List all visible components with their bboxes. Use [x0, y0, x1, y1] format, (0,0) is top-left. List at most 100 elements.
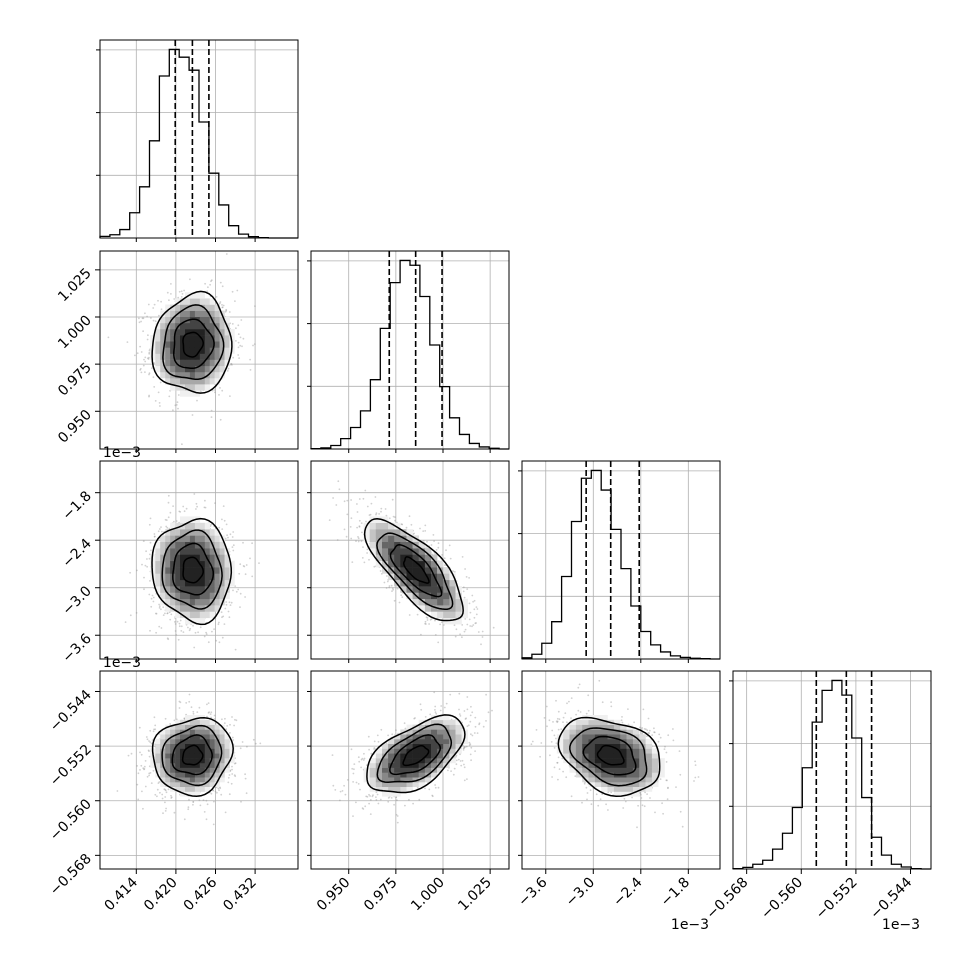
sample-point	[234, 648, 237, 651]
sample-point	[229, 395, 231, 397]
sample-point	[207, 641, 210, 644]
density-cell	[175, 384, 181, 391]
sample-point	[148, 755, 151, 758]
density-cell	[180, 365, 186, 373]
sample-point	[455, 628, 458, 631]
sample-point	[206, 715, 208, 718]
density-cell	[194, 586, 201, 593]
sample-point	[191, 414, 194, 416]
density-cell	[199, 335, 205, 342]
sample-point	[140, 764, 143, 767]
density-cell	[204, 567, 210, 574]
density-cell	[214, 573, 220, 581]
sample-point	[224, 717, 226, 720]
density-cell	[170, 598, 176, 606]
sample-point	[172, 505, 175, 507]
density-cell	[209, 359, 215, 367]
sample-point	[205, 799, 208, 802]
sample-point	[192, 803, 194, 806]
sample-point	[210, 792, 213, 795]
sample-point	[146, 357, 149, 360]
density-cell	[160, 541, 166, 549]
sample-point	[227, 781, 230, 784]
density-cell	[185, 359, 191, 367]
density-cell	[180, 316, 186, 324]
sample-point	[231, 773, 234, 775]
sample-point	[422, 540, 425, 542]
sample-point	[240, 800, 242, 803]
density-cell	[155, 573, 161, 581]
sample-point	[461, 636, 463, 639]
sample-point	[363, 561, 366, 564]
sample-point	[245, 564, 248, 566]
sample-point	[164, 518, 167, 521]
sample-point	[228, 774, 231, 776]
density-cell	[382, 548, 389, 555]
sample-point	[193, 493, 196, 495]
density-cell	[219, 554, 225, 562]
density-cell	[155, 579, 161, 587]
sample-point	[200, 390, 202, 393]
density-cell	[199, 329, 205, 336]
density-cell	[165, 567, 171, 574]
sample-point	[472, 600, 474, 603]
sample-point	[218, 621, 220, 624]
density-cell	[214, 378, 220, 385]
sample-point	[176, 401, 179, 404]
sample-point	[210, 716, 213, 719]
sample-point	[338, 488, 341, 491]
sample-point	[481, 630, 484, 633]
density-cell	[199, 353, 205, 360]
sample-point	[231, 323, 234, 325]
density-cell	[204, 541, 210, 549]
sample-point	[445, 549, 447, 552]
sample-point	[173, 520, 175, 523]
sample-point	[366, 552, 368, 554]
sample-point	[189, 627, 192, 630]
sample-point	[350, 517, 353, 520]
sample-point	[251, 575, 254, 578]
sample-point	[439, 623, 441, 626]
sample-point	[149, 772, 152, 774]
sample-point	[159, 405, 161, 407]
sample-point	[232, 531, 235, 533]
sample-point	[225, 253, 228, 255]
sample-point	[144, 312, 146, 315]
sample-point	[434, 619, 436, 622]
density-cell	[204, 310, 210, 317]
sample-point	[230, 363, 232, 366]
density-cell	[219, 341, 225, 348]
sample-point	[192, 801, 195, 803]
sample-point	[221, 718, 223, 721]
sample-point	[469, 625, 472, 627]
density-cell	[194, 384, 201, 391]
sample-point	[195, 502, 198, 505]
sample-point	[210, 711, 213, 714]
sample-point	[235, 590, 238, 593]
density-cell	[180, 516, 186, 523]
sample-point	[154, 724, 157, 727]
sample-point	[239, 563, 242, 566]
sample-point	[144, 360, 147, 363]
sample-point	[361, 557, 364, 559]
density-cell	[394, 554, 401, 562]
density-cell	[194, 347, 201, 354]
density-cell	[214, 335, 220, 342]
sample-point	[204, 499, 206, 502]
sample-point	[244, 773, 247, 776]
density-cell	[155, 322, 161, 330]
sample-point	[219, 418, 222, 421]
density-cell	[382, 522, 389, 530]
density-cell	[229, 335, 235, 342]
sample-point	[189, 278, 191, 281]
sample-point	[226, 534, 229, 537]
sample-point	[477, 631, 480, 633]
sample-point	[152, 376, 155, 379]
density-cell	[224, 329, 230, 336]
density-cell	[185, 298, 191, 305]
density-cell	[224, 316, 230, 324]
density-cell	[204, 611, 210, 619]
sample-point	[245, 792, 248, 795]
density-cell	[165, 310, 171, 317]
sample-point	[213, 389, 216, 391]
